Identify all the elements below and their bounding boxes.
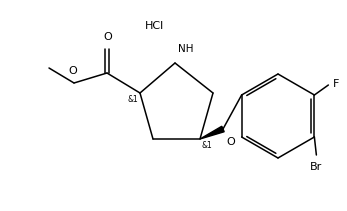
Text: &1: &1	[202, 141, 213, 150]
Text: O: O	[104, 32, 112, 42]
Text: Br: Br	[310, 162, 322, 172]
Polygon shape	[200, 126, 224, 139]
Text: &1: &1	[127, 95, 138, 104]
Text: HCl: HCl	[145, 21, 164, 31]
Text: O: O	[226, 137, 235, 147]
Text: NH: NH	[178, 44, 194, 54]
Text: F: F	[333, 79, 340, 89]
Text: O: O	[69, 66, 77, 76]
